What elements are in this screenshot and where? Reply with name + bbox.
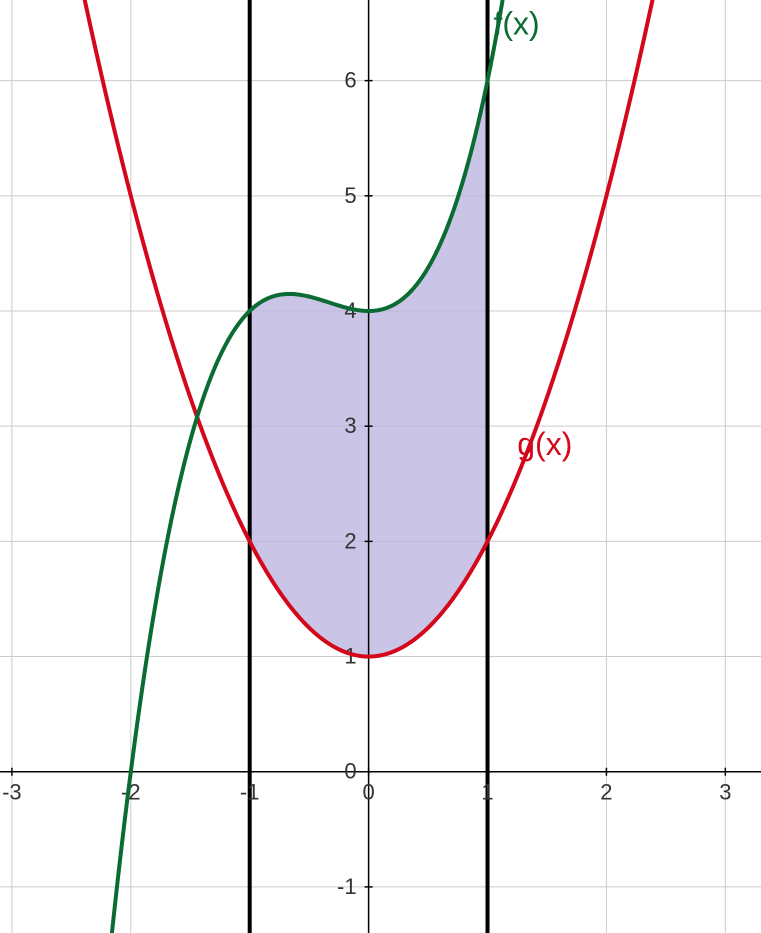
x-tick-label: 0 xyxy=(362,780,374,805)
y-tick-label: 5 xyxy=(344,183,356,208)
label-f: f(x) xyxy=(493,6,539,42)
x-tick-label: -1 xyxy=(240,780,260,805)
chart-svg: -3-2-10123-10123456f(x)g(x) xyxy=(0,0,761,933)
chart-plot: -3-2-10123-10123456f(x)g(x) xyxy=(0,0,761,933)
y-tick-label: 0 xyxy=(344,759,356,784)
y-tick-label: 2 xyxy=(344,528,356,553)
y-tick-label: 6 xyxy=(344,68,356,93)
label-g: g(x) xyxy=(517,426,572,462)
x-tick-label: 2 xyxy=(600,780,612,805)
y-tick-label: 3 xyxy=(344,413,356,438)
x-tick-label: 3 xyxy=(719,780,731,805)
y-tick-label: -1 xyxy=(337,874,357,899)
x-tick-label: 1 xyxy=(481,780,493,805)
x-tick-label: -3 xyxy=(2,780,22,805)
